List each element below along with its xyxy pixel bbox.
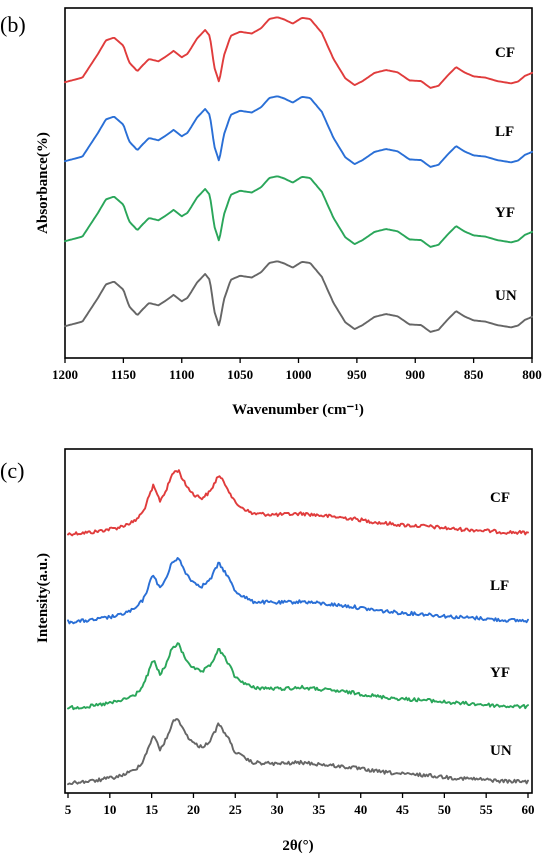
x-tick-label: 25	[229, 802, 243, 817]
xrd-plot-frame	[64, 448, 533, 794]
series-line-yf	[64, 175, 533, 248]
x-tick-label: 900	[406, 367, 426, 382]
ftir-x-axis-label: Wavenumber (cm⁻¹)	[232, 402, 364, 418]
series-line-un	[67, 718, 529, 786]
ftir-x-ticks: 1200 1150 1100 1050 1000 950 900 850 800	[52, 358, 542, 382]
ftir-y-axis-label: Absorbance(%)	[35, 132, 51, 234]
xrd-panel: (c) CF LF YF UN 5 10 15 20 25 30 35 40 45 50 55 60 2θ(…	[0, 448, 535, 854]
series-line-un	[64, 260, 533, 333]
xrd-series-labels: CF LF YF UN	[490, 490, 512, 759]
x-tick-label: 1150	[111, 367, 136, 382]
series-line-cf	[64, 16, 533, 89]
panel-label-b: (b)	[0, 12, 26, 37]
series-label-yf: YF	[490, 665, 510, 681]
x-tick-label: 1100	[169, 367, 194, 382]
series-label-lf: LF	[490, 578, 509, 594]
xrd-series-group	[67, 469, 529, 786]
series-label-un: UN	[495, 288, 517, 304]
x-tick-label: 30	[271, 802, 284, 817]
x-tick-label: 20	[187, 802, 200, 817]
ftir-series-labels: CF LF YF UN	[495, 45, 517, 304]
x-tick-label: 1200	[52, 367, 78, 382]
x-tick-label: 45	[396, 802, 410, 817]
x-tick-label: 950	[347, 367, 367, 382]
series-label-cf: CF	[490, 490, 510, 506]
x-tick-label: 60	[522, 802, 535, 817]
ftir-series-group	[64, 16, 533, 333]
series-line-yf	[67, 642, 529, 711]
series-line-lf	[64, 95, 533, 168]
xrd-x-ticks: 5 10 15 20 25 30 35 40 45 50 55 60	[65, 793, 535, 817]
x-tick-label: 35	[312, 802, 326, 817]
xrd-x-axis-label: 2θ(°)	[282, 838, 313, 854]
x-tick-label: 15	[145, 802, 159, 817]
panel-label-c: (c)	[0, 458, 24, 483]
series-line-lf	[67, 557, 529, 625]
x-tick-label: 5	[65, 802, 72, 817]
xrd-y-axis-label: Intensity(a.u.)	[35, 553, 51, 643]
ftir-panel: (b) CF LF YF UN 1200 1150 1100 1050 1000 950 900 8…	[0, 7, 542, 418]
series-label-lf: LF	[495, 124, 514, 140]
series-label-un: UN	[490, 743, 512, 759]
x-tick-label: 850	[464, 367, 484, 382]
x-tick-label: 1000	[286, 367, 312, 382]
ftir-plot-frame	[64, 7, 533, 359]
series-label-yf: YF	[495, 205, 515, 221]
series-label-cf: CF	[495, 45, 515, 61]
x-tick-label: 40	[354, 802, 367, 817]
x-tick-label: 50	[438, 802, 451, 817]
series-line-cf	[67, 469, 529, 537]
x-tick-label: 10	[103, 802, 116, 817]
x-tick-label: 55	[480, 802, 494, 817]
x-tick-label: 1050	[227, 367, 253, 382]
x-tick-label: 800	[522, 367, 542, 382]
